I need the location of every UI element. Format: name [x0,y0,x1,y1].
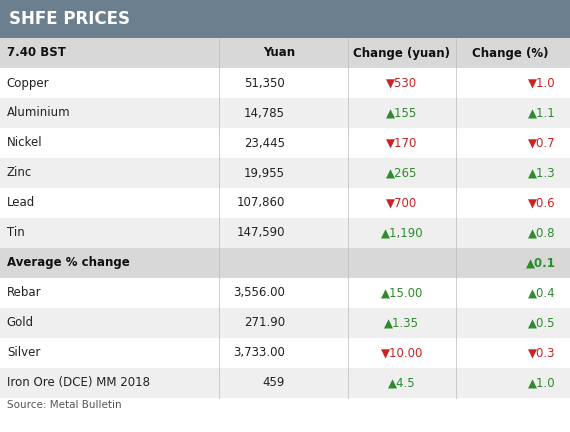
Text: Change (%): Change (%) [472,47,548,60]
Text: Yuan: Yuan [263,47,295,60]
Text: ▲0.4: ▲0.4 [528,286,556,299]
Text: ▲0.1: ▲0.1 [526,257,556,270]
Text: Rebar: Rebar [7,286,42,299]
Text: Change (yuan): Change (yuan) [353,47,450,60]
FancyBboxPatch shape [0,0,570,38]
Text: 3,556.00: 3,556.00 [233,286,285,299]
Text: ▲1.0: ▲1.0 [528,377,556,390]
Text: 7.40 BST: 7.40 BST [7,47,66,60]
Text: ▼0.6: ▼0.6 [528,197,556,210]
Text: 51,350: 51,350 [245,76,285,89]
Text: 147,590: 147,590 [237,226,285,239]
Text: ▲1,190: ▲1,190 [381,226,423,239]
FancyBboxPatch shape [0,248,570,278]
Text: ▼530: ▼530 [386,76,417,89]
Text: ▼170: ▼170 [386,137,418,149]
FancyBboxPatch shape [0,338,570,368]
Text: ▲15.00: ▲15.00 [381,286,423,299]
Text: 19,955: 19,955 [244,166,285,180]
Text: Average % change: Average % change [7,257,129,270]
Text: Nickel: Nickel [7,137,43,149]
Text: ▲4.5: ▲4.5 [388,377,416,390]
FancyBboxPatch shape [0,368,570,398]
Text: Iron Ore (DCE) MM 2018: Iron Ore (DCE) MM 2018 [7,377,150,390]
FancyBboxPatch shape [0,38,570,68]
Text: ▲265: ▲265 [386,166,418,180]
Text: ▼700: ▼700 [386,197,417,210]
Text: ▲1.1: ▲1.1 [528,107,556,120]
FancyBboxPatch shape [0,128,570,158]
FancyBboxPatch shape [0,68,570,98]
FancyBboxPatch shape [0,158,570,188]
Text: SHFE PRICES: SHFE PRICES [9,10,129,28]
Text: Lead: Lead [7,197,35,210]
Text: ▼1.0: ▼1.0 [528,76,556,89]
Text: Silver: Silver [7,346,40,359]
Text: ▲1.35: ▲1.35 [384,317,420,330]
Text: Copper: Copper [7,76,50,89]
FancyBboxPatch shape [0,278,570,308]
Text: Aluminium: Aluminium [7,107,71,120]
FancyBboxPatch shape [0,188,570,218]
Text: Source: Metal Bulletin: Source: Metal Bulletin [7,400,121,410]
Text: 3,733.00: 3,733.00 [233,346,285,359]
FancyBboxPatch shape [0,308,570,338]
Text: Tin: Tin [7,226,25,239]
Text: ▲0.8: ▲0.8 [528,226,556,239]
Text: 271.90: 271.90 [244,317,285,330]
Text: 14,785: 14,785 [244,107,285,120]
Text: ▲1.3: ▲1.3 [528,166,556,180]
Text: ▼10.00: ▼10.00 [381,346,423,359]
Text: 23,445: 23,445 [244,137,285,149]
Text: ▲155: ▲155 [386,107,417,120]
Text: ▼0.3: ▼0.3 [528,346,556,359]
FancyBboxPatch shape [0,98,570,128]
Text: Zinc: Zinc [7,166,32,180]
Text: ▲0.5: ▲0.5 [528,317,556,330]
Text: ▼0.7: ▼0.7 [528,137,556,149]
Text: 459: 459 [263,377,285,390]
Text: Gold: Gold [7,317,34,330]
FancyBboxPatch shape [0,218,570,248]
Text: 107,860: 107,860 [237,197,285,210]
